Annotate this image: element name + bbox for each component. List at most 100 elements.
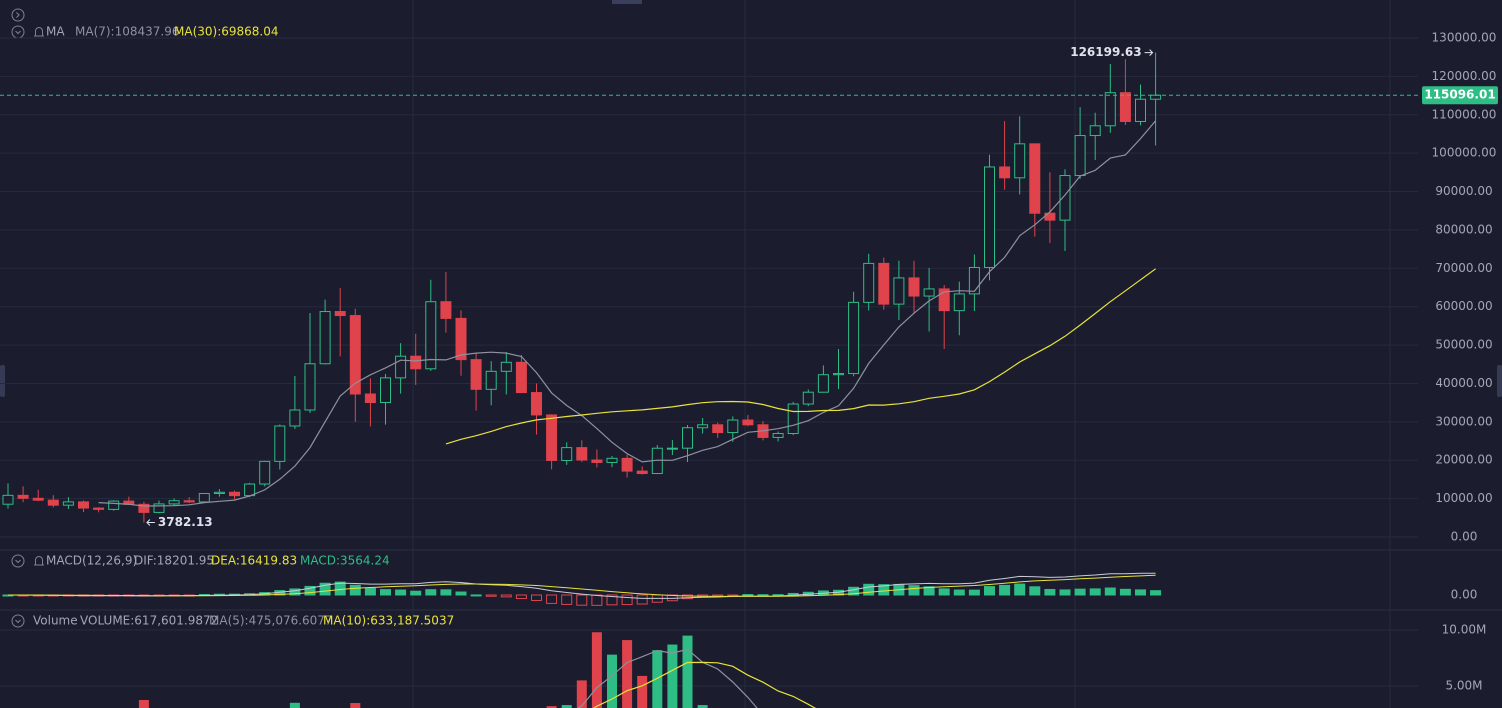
volume-bar xyxy=(289,702,300,708)
volume-bar xyxy=(591,632,602,708)
ma-label: MA(30):69868.04 xyxy=(174,25,279,39)
candle-body xyxy=(380,377,391,403)
candle-body xyxy=(817,374,829,393)
candle-body xyxy=(500,361,512,372)
candle-body xyxy=(349,315,361,395)
macd-label: DIF:18201.95 xyxy=(134,554,214,568)
candle-body xyxy=(138,503,150,513)
macd-bar xyxy=(742,594,754,597)
left-handle[interactable] xyxy=(0,365,5,397)
alert-macd-button[interactable] xyxy=(34,556,44,566)
candle-body xyxy=(938,288,950,312)
macd-bar xyxy=(425,589,437,596)
candle-body xyxy=(410,355,422,370)
candle-body xyxy=(576,447,588,461)
macd-bar xyxy=(515,594,527,600)
volume-label: MA(10):633,187.5037 xyxy=(323,614,454,628)
candle-body xyxy=(878,262,890,305)
candle-body xyxy=(455,317,467,361)
macd-bar xyxy=(380,589,391,596)
volume-bar xyxy=(350,703,361,708)
y-tick-label: 110000.00 xyxy=(1432,107,1497,121)
candle-body xyxy=(1089,125,1101,137)
macd-bar xyxy=(395,589,407,596)
candle-body xyxy=(697,424,709,429)
volume-bar xyxy=(622,640,633,708)
macd-bar xyxy=(1089,588,1101,596)
macd-bar xyxy=(1119,588,1131,596)
macd-bar xyxy=(1150,590,1162,596)
macd-bar xyxy=(500,594,512,598)
candle-body xyxy=(244,483,256,497)
candle-body xyxy=(425,301,437,370)
macd-bar xyxy=(410,590,422,596)
macd-bar xyxy=(984,586,995,596)
macd-bar xyxy=(908,585,920,596)
macd-title: MACD(12,26,9) xyxy=(46,554,137,568)
macd-bar xyxy=(636,594,648,605)
macd-bar xyxy=(319,582,331,596)
candle-body xyxy=(1074,135,1086,177)
low-arrow xyxy=(146,519,155,526)
y-tick-label: 0.00 xyxy=(1451,588,1478,602)
candle-body xyxy=(1150,94,1162,100)
macd-bar xyxy=(863,583,875,596)
candle-body xyxy=(546,414,558,461)
candle-body xyxy=(833,373,844,376)
volume-bar xyxy=(561,705,572,708)
candle-body xyxy=(591,459,603,463)
volume-bar xyxy=(138,700,149,708)
alert-ma-button[interactable] xyxy=(34,27,44,37)
collapse-volume-button[interactable] xyxy=(11,614,25,628)
last-price-label: 115096.01 xyxy=(1424,88,1495,102)
candle-body xyxy=(984,166,995,268)
volume-bar xyxy=(637,675,648,708)
dea-line xyxy=(8,574,1156,597)
candle-body xyxy=(108,500,120,510)
candle-body xyxy=(682,427,693,449)
collapse-all-button[interactable] xyxy=(11,8,25,22)
macd-bar xyxy=(1135,589,1146,596)
volume-bar xyxy=(652,650,663,708)
volume-bar xyxy=(576,680,587,708)
macd-bar xyxy=(1059,589,1071,596)
macd-label: MACD:3564.24 xyxy=(300,554,390,568)
candle-body xyxy=(1014,143,1026,179)
macd-bar xyxy=(682,594,693,600)
macd-bar xyxy=(621,594,633,606)
macd-bar xyxy=(848,586,860,596)
macd-bar xyxy=(364,587,376,596)
y-tick-label: 90000.00 xyxy=(1435,184,1492,198)
macd-label: DEA:16419.83 xyxy=(211,554,297,568)
candle-body xyxy=(2,494,14,505)
candle-body xyxy=(168,500,180,505)
macd-bar xyxy=(1104,587,1116,596)
y-tick-label: 100000.00 xyxy=(1432,146,1497,160)
candle-body xyxy=(742,419,754,426)
candle-body xyxy=(470,359,482,390)
volume-bar xyxy=(682,635,693,708)
candle-body xyxy=(863,262,875,303)
top-tab[interactable] xyxy=(612,0,642,4)
candle-body xyxy=(636,470,648,475)
right-handle[interactable] xyxy=(1497,365,1502,397)
macd-bar xyxy=(289,588,301,596)
macd-bar xyxy=(923,586,935,596)
candle-body xyxy=(229,491,240,497)
ma-title: MA xyxy=(46,25,65,39)
ma-line xyxy=(445,268,1156,445)
volume-label: MA(5):475,076.6077 xyxy=(209,614,333,628)
candle-body xyxy=(153,503,165,513)
macd-bar xyxy=(968,589,980,596)
macd-bar xyxy=(561,594,573,605)
macd-bar xyxy=(576,594,588,606)
collapse-macd-button[interactable] xyxy=(11,554,25,568)
macd-bar xyxy=(440,589,452,596)
ma-line xyxy=(98,120,1157,507)
volume-bar xyxy=(546,706,557,708)
candle-body xyxy=(787,403,799,435)
candle-body xyxy=(289,409,301,427)
y-tick-label: 120000.00 xyxy=(1432,69,1497,83)
